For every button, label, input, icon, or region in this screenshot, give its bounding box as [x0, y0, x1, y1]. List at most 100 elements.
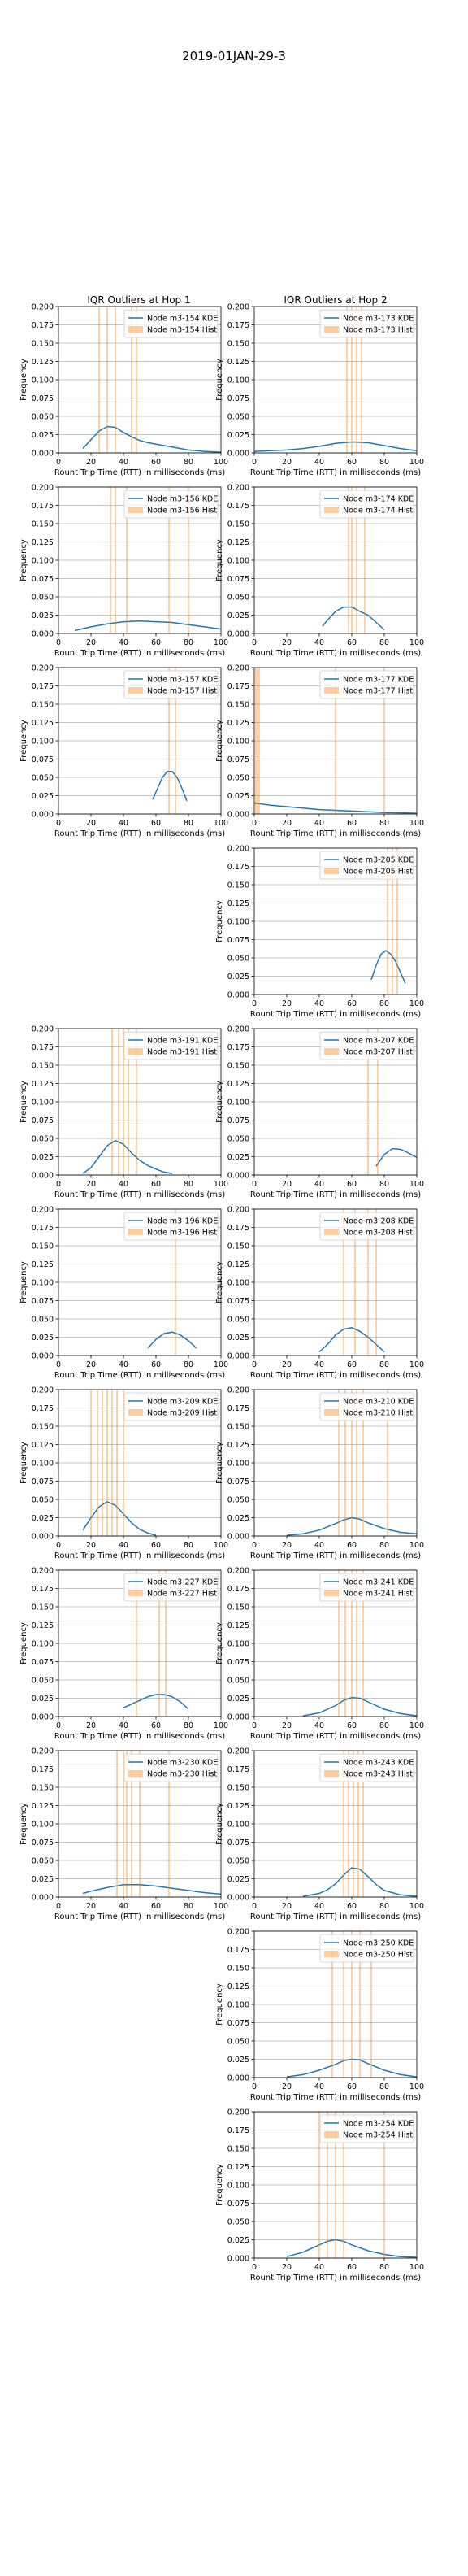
plot-area — [302, 1570, 417, 1717]
axes-frame — [254, 306, 418, 454]
y-tick-label: 0.150 — [32, 1603, 54, 1612]
x-tick-label: 0 — [252, 1180, 257, 1189]
hist-bar — [359, 1931, 361, 2078]
legend-label: Node m3-241 KDE — [343, 1578, 414, 1587]
x-axis-label: Rount Trip Time (RTT) in milliseconds (m… — [54, 1732, 225, 1741]
x-tick-label: 0 — [56, 1180, 61, 1189]
hist-bar — [351, 307, 353, 453]
legend-label: Node m3-173 Hist — [343, 326, 413, 335]
x-tick-label: 80 — [379, 458, 389, 467]
x-tick-label: 60 — [347, 458, 357, 467]
x-tick-label: 80 — [379, 1541, 389, 1550]
x-tick-label: 100 — [214, 1360, 228, 1369]
axes-frame — [254, 486, 418, 634]
y-tick-label: 0.200 — [228, 1386, 249, 1395]
kde-line — [286, 1516, 417, 1536]
y-tick-label: 0.025 — [228, 1153, 249, 1162]
y-axis-label: Frequency — [20, 1081, 28, 1123]
kde-line — [82, 1883, 221, 1895]
y-axis-label: Frequency — [215, 1803, 224, 1845]
y-axis-label: Frequency — [215, 720, 224, 762]
y-tick-label: 0.025 — [228, 973, 249, 981]
hist-bar — [128, 1029, 129, 1175]
y-tick-label: 0.050 — [32, 594, 54, 603]
x-tick-label: 80 — [184, 1180, 193, 1189]
plot-area — [152, 668, 188, 814]
y-tick-label: 0.000 — [32, 1894, 54, 1903]
hist-bar — [139, 1751, 141, 1897]
y-tick-label: 0.025 — [228, 2056, 249, 2065]
y-tick-label: 0.050 — [228, 774, 249, 783]
legend: Node m3-230 KDE Node m3-230 Hist — [124, 1753, 219, 1782]
y-tick-label: 0.075 — [228, 1116, 249, 1125]
hist-bar — [126, 487, 128, 633]
y-tick-label: 0.150 — [32, 1784, 54, 1793]
hist-bar — [375, 1209, 377, 1355]
legend-swatch-hist — [324, 507, 339, 513]
y-tick-label: 0.150 — [228, 881, 249, 890]
legend-label: Node m3-154 KDE — [147, 315, 218, 324]
plot-area — [82, 307, 221, 453]
x-tick-label: 100 — [214, 1721, 228, 1730]
kde-line — [74, 620, 221, 632]
x-tick-label: 20 — [86, 1180, 96, 1189]
x-axis-label: Rount Trip Time (RTT) in milliseconds (m… — [250, 1190, 421, 1199]
axes-frame — [58, 1028, 222, 1176]
subplot: 0.000 0.025 0.050 0.075 0.100 0.125 0.150 0.175… — [215, 1928, 424, 2103]
hist-bar — [346, 307, 348, 453]
axes-frame — [254, 1569, 418, 1717]
legend-swatch-hist — [128, 326, 143, 333]
x-tick-label: 60 — [347, 638, 357, 647]
y-tick-label: 0.000 — [32, 450, 54, 459]
y-tick-label: 0.050 — [32, 1135, 54, 1144]
x-tick-label: 100 — [214, 819, 228, 828]
y-tick-label: 0.150 — [228, 2145, 249, 2154]
hist-bar — [348, 1751, 349, 1897]
y-tick-label: 0.075 — [228, 575, 249, 584]
x-tick-label: 0 — [56, 458, 61, 467]
plot-area — [318, 1209, 385, 1355]
legend-swatch-hist — [324, 1048, 339, 1055]
hist-bar — [335, 668, 336, 814]
legend: Node m3-173 KDE Node m3-173 Hist — [319, 309, 414, 338]
y-tick-label: 0.125 — [32, 1802, 54, 1811]
x-tick-label: 60 — [347, 1902, 357, 1911]
hist-bar — [116, 1390, 118, 1536]
subplot: 0.000 0.025 0.050 0.075 0.100 0.125 0.150 0.175… — [215, 484, 424, 659]
x-tick-label: 40 — [314, 999, 324, 1008]
y-tick-label: 0.175 — [32, 1404, 54, 1413]
hist-bar — [356, 1390, 358, 1536]
y-tick-label: 0.200 — [32, 1206, 54, 1215]
x-tick-label: 40 — [119, 1721, 128, 1730]
kde-line — [147, 1331, 197, 1349]
x-tick-label: 40 — [314, 1902, 324, 1911]
plot-area — [74, 487, 221, 633]
x-tick-label: 80 — [379, 999, 389, 1008]
hist-bar — [362, 1751, 364, 1897]
subplot: 0.000 0.025 0.050 0.075 0.100 0.125 0.150 0.175… — [20, 1025, 228, 1200]
y-tick-label: 0.125 — [228, 899, 249, 908]
x-tick-label: 80 — [184, 1360, 193, 1369]
plot-area — [123, 1570, 189, 1717]
x-tick-label: 0 — [252, 819, 257, 828]
x-tick-label: 40 — [314, 638, 324, 647]
y-tick-label: 0.075 — [32, 1838, 54, 1847]
x-axis-label: Rount Trip Time (RTT) in milliseconds (m… — [250, 1010, 421, 1019]
y-tick-label: 0.150 — [228, 1965, 249, 1973]
y-tick-label: 0.200 — [228, 1928, 249, 1937]
x-tick-label: 60 — [151, 1902, 161, 1911]
x-tick-label: 20 — [86, 1360, 96, 1369]
y-tick-label: 0.075 — [32, 1297, 54, 1306]
legend-label: Node m3-208 Hist — [343, 1229, 413, 1238]
legend: Node m3-208 KDE Node m3-208 Hist — [319, 1212, 414, 1241]
x-axis-label: Rount Trip Time (RTT) in milliseconds (m… — [250, 468, 421, 477]
x-tick-label: 20 — [282, 1360, 292, 1369]
y-tick-label: 0.075 — [228, 936, 249, 945]
x-axis-label: Rount Trip Time (RTT) in milliseconds (m… — [250, 2093, 421, 2102]
legend-label: Node m3-154 Hist — [147, 326, 217, 335]
hist-bar — [367, 1209, 369, 1355]
x-tick-label: 20 — [86, 1902, 96, 1911]
x-tick-label: 40 — [119, 1902, 128, 1911]
y-tick-label: 0.025 — [32, 611, 54, 620]
